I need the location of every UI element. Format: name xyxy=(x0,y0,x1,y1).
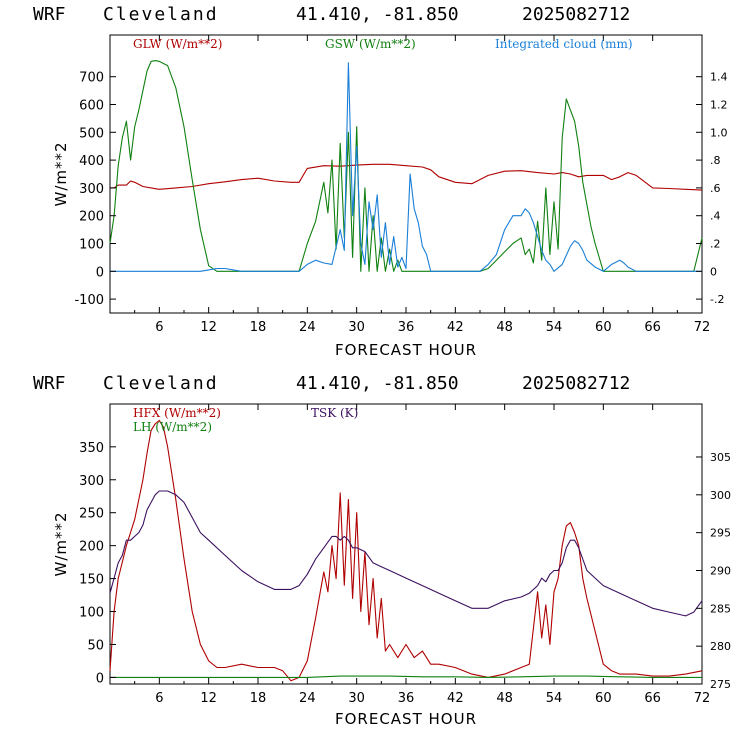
x-tick-label: 60 xyxy=(595,320,612,335)
legend-lh: LH (W/m**2) xyxy=(133,420,212,434)
x-tick-label: 30 xyxy=(348,320,365,335)
y2-tick-label: .8 xyxy=(710,154,721,167)
y-tick-label: 500 xyxy=(79,126,104,141)
y-tick-label: 350 xyxy=(79,441,104,456)
series-line-1 xyxy=(110,675,702,678)
y-tick-label: 50 xyxy=(87,638,104,653)
x-tick-label: 72 xyxy=(694,320,711,335)
x-tick-label: 18 xyxy=(250,320,267,335)
x-tick-label: 60 xyxy=(595,691,612,706)
header-coords: 41.410, -81.850 xyxy=(296,373,459,394)
y2-tick-label: 1.4 xyxy=(710,71,728,84)
series-layer xyxy=(109,419,703,682)
plot-frame xyxy=(109,403,703,685)
y-tick-label: 600 xyxy=(79,99,104,114)
x-tick-label: 36 xyxy=(398,691,415,706)
x-tick-label: 42 xyxy=(447,691,464,706)
y-tick-label: 100 xyxy=(79,606,104,621)
x-tick-label: 18 xyxy=(250,691,267,706)
x-tick-label: 30 xyxy=(348,691,365,706)
x-tick-label: 66 xyxy=(644,691,661,706)
x-tick-label: 12 xyxy=(200,320,217,335)
y-tick-label: 100 xyxy=(79,238,104,253)
heat-flux-panel: WRF Cleveland 41.410, -81.850 2025082712… xyxy=(33,373,731,728)
header-model: WRF xyxy=(33,4,66,25)
x-axis-label: FORECAST HOUR xyxy=(335,710,477,728)
y2-tick-label: 300 xyxy=(710,489,731,502)
radiation-panel: WRF Cleveland 41.410, -81.850 2025082712… xyxy=(33,4,728,359)
series-line-0 xyxy=(110,163,703,191)
x-tick-label: 54 xyxy=(546,691,563,706)
header-model: WRF xyxy=(33,373,66,394)
y-axis-label: W/m**2 xyxy=(52,141,70,206)
series-line-0 xyxy=(109,419,703,682)
y2-tick-label: -.2 xyxy=(710,293,724,306)
x-tick-label: 24 xyxy=(299,691,316,706)
y-tick-label: 200 xyxy=(79,540,104,555)
x-tick-label: 48 xyxy=(496,691,513,706)
y2-tick-label: .6 xyxy=(710,182,721,195)
x-tick-label: 42 xyxy=(447,320,464,335)
y-tick-label: 200 xyxy=(79,210,104,225)
x-tick-label: 6 xyxy=(155,320,163,335)
legend-cloud: Integrated cloud (mm) xyxy=(495,37,633,51)
y2-tick-label: 1.2 xyxy=(710,99,728,112)
y2-tick-label: .2 xyxy=(710,238,721,251)
y2-tick-label: 290 xyxy=(710,564,731,577)
x-tick-label: 36 xyxy=(398,320,415,335)
ticks-layer: 6 12 18 24 30 36 42 48 54 60 66 72 0 50 100 150 200 250 30… xyxy=(79,404,731,706)
series-line-2 xyxy=(110,62,702,272)
legend-tsk: TSK (K) xyxy=(311,406,358,420)
header-run: 2025082712 xyxy=(522,4,630,25)
y2-tick-label: 1.0 xyxy=(710,126,728,139)
y-axis-label: W/m**2 xyxy=(52,511,70,576)
y2-tick-label: 0 xyxy=(710,265,717,278)
series-layer xyxy=(109,60,703,272)
y2-tick-label: 285 xyxy=(710,602,731,615)
y-tick-label: 700 xyxy=(79,71,104,86)
y-tick-label: 300 xyxy=(79,474,104,489)
x-tick-label: 54 xyxy=(546,320,563,335)
y2-tick-label: 295 xyxy=(710,527,731,540)
legend-glw: GLW (W/m**2) xyxy=(133,37,222,51)
series-line-1 xyxy=(109,60,703,272)
y2-tick-label: 305 xyxy=(710,451,731,464)
y-tick-label: -100 xyxy=(74,293,104,308)
y-tick-label: 150 xyxy=(79,573,104,588)
header-run: 2025082712 xyxy=(522,373,630,394)
x-tick-label: 12 xyxy=(200,691,217,706)
legend-hfx: HFX (W/m**2) xyxy=(133,406,221,420)
x-tick-label: 24 xyxy=(299,320,316,335)
header-location: Cleveland xyxy=(103,373,219,394)
header-coords: 41.410, -81.850 xyxy=(296,4,459,25)
y-tick-label: 400 xyxy=(79,154,104,169)
header-location: Cleveland xyxy=(103,4,219,25)
x-tick-label: 72 xyxy=(694,691,711,706)
x-axis-label: FORECAST HOUR xyxy=(335,341,477,359)
y2-tick-label: .4 xyxy=(710,210,721,223)
x-tick-label: 6 xyxy=(155,691,163,706)
y-tick-label: 0 xyxy=(96,671,104,686)
x-tick-label: 48 xyxy=(496,320,513,335)
legend-gsw: GSW (W/m**2) xyxy=(325,37,416,51)
y-tick-label: 300 xyxy=(79,182,104,197)
y2-tick-label: 280 xyxy=(710,640,731,653)
x-tick-label: 66 xyxy=(644,320,661,335)
series-line-2 xyxy=(109,490,703,617)
y-tick-label: 250 xyxy=(79,507,104,522)
y2-tick-label: 275 xyxy=(710,678,731,691)
y-tick-label: 0 xyxy=(96,265,104,280)
ticks-layer: 6 12 18 24 30 36 42 48 54 60 66 72 -100 0 100 200 300 400… xyxy=(74,35,728,335)
